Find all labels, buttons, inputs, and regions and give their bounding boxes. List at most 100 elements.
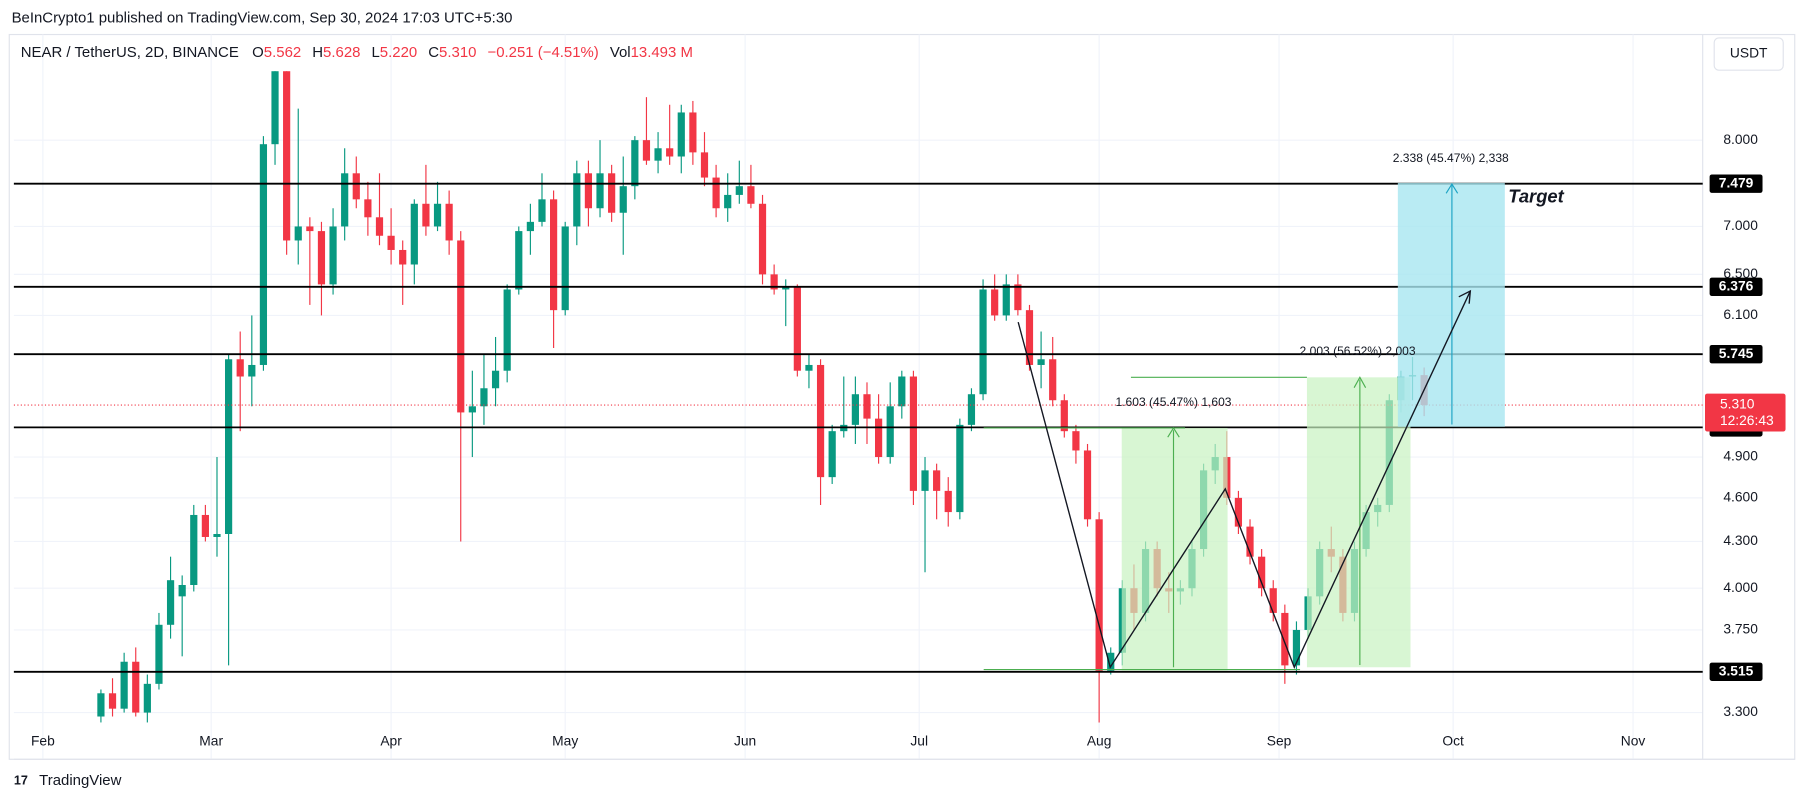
candle-body	[933, 470, 941, 491]
candle-body	[294, 226, 302, 241]
x-tick-label: Oct	[1442, 734, 1464, 749]
candle-body	[619, 186, 627, 213]
candle-body	[341, 173, 349, 227]
candle-body	[457, 240, 465, 413]
candle-body	[468, 406, 476, 413]
candle-body	[1002, 284, 1010, 316]
x-tick-label: Jul	[910, 734, 928, 749]
candle-body	[515, 231, 523, 290]
candle-body	[1292, 629, 1301, 666]
y-tick-label: 4.000	[1723, 580, 1758, 595]
y-tick-label: 4.900	[1723, 449, 1758, 464]
volume: 13.493 M	[631, 44, 693, 61]
candle-body	[909, 376, 918, 491]
measure-label: 1.603 (45.47%) 1,603	[1115, 395, 1231, 409]
candle-body	[863, 394, 871, 419]
candle-body	[1095, 519, 1103, 671]
candle-body	[770, 274, 778, 290]
last-price-label: 5.310	[1720, 397, 1755, 412]
candle-body	[97, 693, 105, 717]
arrow-head	[1458, 289, 1472, 304]
candle-body	[921, 470, 929, 491]
pattern-line	[1017, 290, 1471, 670]
candle-body	[1083, 450, 1092, 520]
target-label: Target	[1508, 186, 1564, 207]
x-tick-label: Mar	[199, 734, 223, 749]
candle-body	[782, 286, 790, 290]
axes: Feb Mar Apr May Jun Jul Aug Sep Oct Nov 3.300 3.750…	[31, 132, 1786, 749]
annotations: 1.603 (45.47%) 1,603 2.003 (56.52%) 2,00…	[983, 151, 1565, 671]
ohlc-value: 5.220	[380, 44, 417, 61]
candle-body	[654, 148, 662, 161]
currency-button[interactable]	[1713, 37, 1784, 71]
candle-body	[666, 148, 674, 157]
candle-body	[549, 199, 558, 311]
candle-body	[283, 71, 291, 241]
x-tick-label: Nov	[1621, 734, 1646, 749]
candle-body	[886, 406, 894, 458]
candle-body	[944, 490, 952, 513]
candle-body	[410, 203, 418, 265]
candle-body	[178, 584, 186, 597]
x-tick-label: Feb	[31, 734, 55, 749]
x-tick-label: Aug	[1087, 734, 1112, 749]
measure-label: 2.003 (56.52%) 2,003	[1300, 344, 1416, 358]
candle-body	[155, 624, 163, 684]
candle-body	[399, 249, 407, 265]
level-label: 6.376	[1719, 278, 1754, 293]
y-tick-label: 4.600	[1723, 490, 1758, 505]
legend: NEAR / TetherUS, 2D, BINANCE O5.562 H5.6…	[21, 44, 693, 61]
candle-body	[329, 226, 337, 285]
candle-body	[445, 203, 453, 241]
currency[interactable]: USDT	[1730, 46, 1768, 61]
level-label: 7.479	[1719, 175, 1754, 190]
ohlc-value: 5.628	[323, 44, 360, 61]
level-label: 5.745	[1719, 346, 1754, 361]
candle-body	[631, 140, 639, 187]
candle-body	[874, 418, 883, 458]
candle-body	[352, 173, 360, 200]
candle-body	[201, 514, 209, 537]
y-tick-label: 3.750	[1723, 622, 1758, 637]
candle-body	[503, 289, 511, 371]
arrow-head	[1353, 376, 1367, 388]
candle-body	[1049, 359, 1057, 401]
publisher: BeInCrypto1 published on TradingView.com…	[12, 9, 513, 26]
candle-body	[712, 177, 720, 209]
candle-body	[1060, 400, 1068, 432]
candle-body	[758, 203, 767, 275]
ohlc-value: 5.562	[264, 44, 301, 61]
candle-body	[1234, 497, 1243, 527]
y-tick-label: 4.300	[1723, 533, 1758, 548]
x-tick-label: Jun	[734, 734, 756, 749]
level-label-box	[1709, 174, 1763, 193]
candle-body	[248, 364, 256, 377]
candle-body	[1014, 284, 1022, 311]
change: −0.251 (−4.51%)	[488, 44, 599, 61]
logo-mark: 17	[14, 773, 28, 787]
candle-body	[584, 173, 593, 209]
candle-body	[805, 364, 813, 371]
candle-body	[143, 683, 151, 713]
measure-box	[1306, 377, 1411, 668]
candle-body	[132, 661, 140, 713]
candle-body	[526, 221, 534, 232]
candle-body	[422, 203, 430, 227]
candle-body	[561, 226, 569, 311]
candle-body	[689, 112, 697, 153]
candle-body	[991, 289, 999, 316]
x-tick-label: May	[552, 734, 578, 749]
candle-body	[1269, 588, 1277, 613]
candle-body	[898, 376, 906, 407]
candle-body	[956, 424, 964, 513]
arrow-head	[1445, 182, 1459, 194]
logo-text: TradingView	[39, 772, 121, 789]
candle-body	[271, 71, 279, 145]
level-label: 3.515	[1719, 663, 1754, 678]
ohlc-label: L	[371, 44, 379, 61]
y-tick-label: 3.300	[1723, 704, 1758, 719]
candle-body	[213, 533, 221, 537]
candle-body	[735, 186, 743, 195]
candle-body	[317, 231, 326, 285]
